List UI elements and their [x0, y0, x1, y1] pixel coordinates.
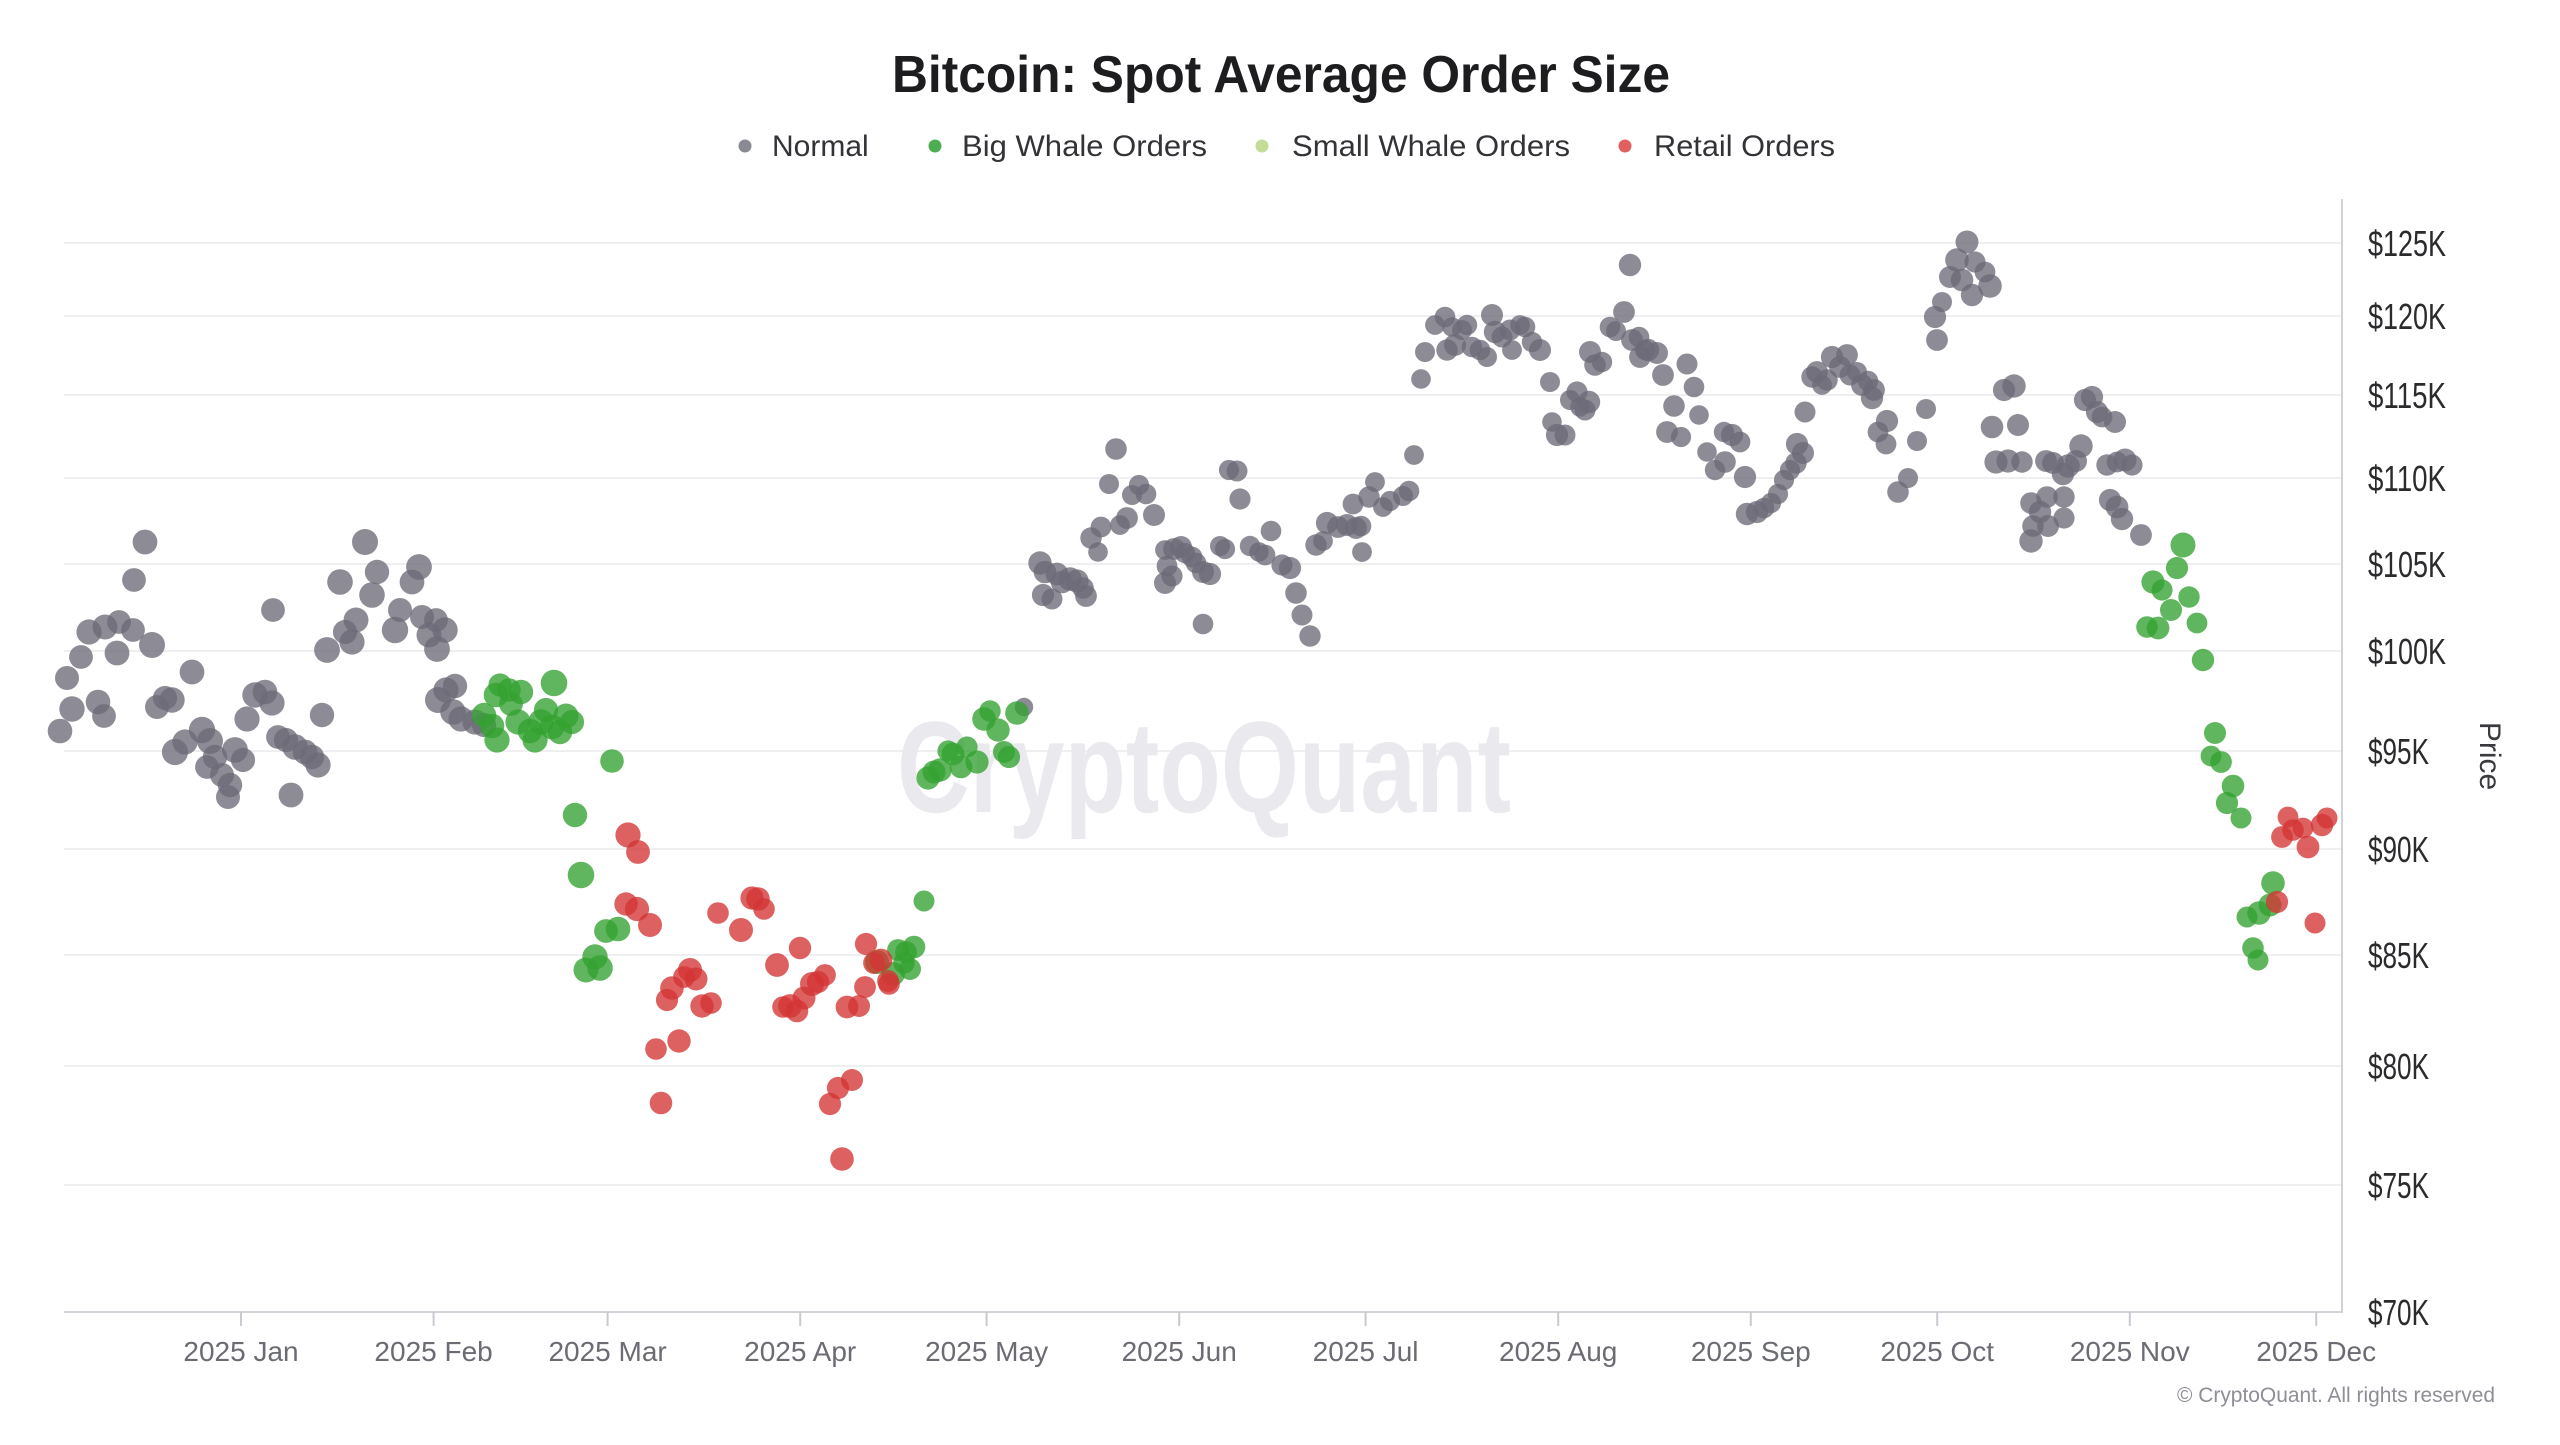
svg-text:CryptoQuant: CryptoQuant	[897, 694, 1511, 840]
svg-text:Small Whale Orders: Small Whale Orders	[1292, 130, 1570, 163]
svg-text:2025 Feb: 2025 Feb	[374, 1336, 492, 1367]
svg-text:$95K: $95K	[2368, 731, 2429, 772]
svg-text:$90K: $90K	[2368, 829, 2429, 870]
svg-text:2025 Sep: 2025 Sep	[1691, 1336, 1811, 1367]
svg-text:$80K: $80K	[2368, 1046, 2429, 1087]
svg-text:2025 Oct: 2025 Oct	[1880, 1336, 1994, 1367]
svg-text:$70K: $70K	[2368, 1292, 2429, 1333]
svg-text:$85K: $85K	[2368, 935, 2429, 976]
svg-text:2025 Aug: 2025 Aug	[1499, 1336, 1617, 1367]
svg-text:2025 Jun: 2025 Jun	[1122, 1336, 1237, 1367]
svg-text:$115K: $115K	[2368, 375, 2446, 416]
svg-text:Bitcoin: Spot Average Order Si: Bitcoin: Spot Average Order Size	[892, 46, 1670, 104]
svg-text:$100K: $100K	[2368, 631, 2446, 672]
svg-text:$105K: $105K	[2368, 544, 2446, 585]
svg-text:2025 Jan: 2025 Jan	[183, 1336, 298, 1367]
svg-text:2025 Mar: 2025 Mar	[548, 1336, 666, 1367]
svg-text:$125K: $125K	[2368, 223, 2446, 264]
svg-text:Retail Orders: Retail Orders	[1654, 130, 1835, 163]
svg-text:2025 Apr: 2025 Apr	[744, 1336, 856, 1367]
svg-text:2025 Dec: 2025 Dec	[2256, 1336, 2376, 1367]
svg-text:2025 Nov: 2025 Nov	[2070, 1336, 2190, 1367]
svg-text:© CryptoQuant. All rights rese: © CryptoQuant. All rights reserved	[2177, 1384, 2495, 1407]
svg-text:2025 May: 2025 May	[925, 1336, 1048, 1367]
svg-text:Normal: Normal	[772, 130, 869, 163]
svg-text:2025 Jul: 2025 Jul	[1313, 1336, 1419, 1367]
svg-text:$75K: $75K	[2368, 1165, 2429, 1206]
svg-text:$110K: $110K	[2368, 458, 2446, 499]
svg-text:Price: Price	[2473, 722, 2506, 790]
svg-text:Big Whale Orders: Big Whale Orders	[962, 130, 1207, 163]
svg-text:$120K: $120K	[2368, 296, 2446, 337]
